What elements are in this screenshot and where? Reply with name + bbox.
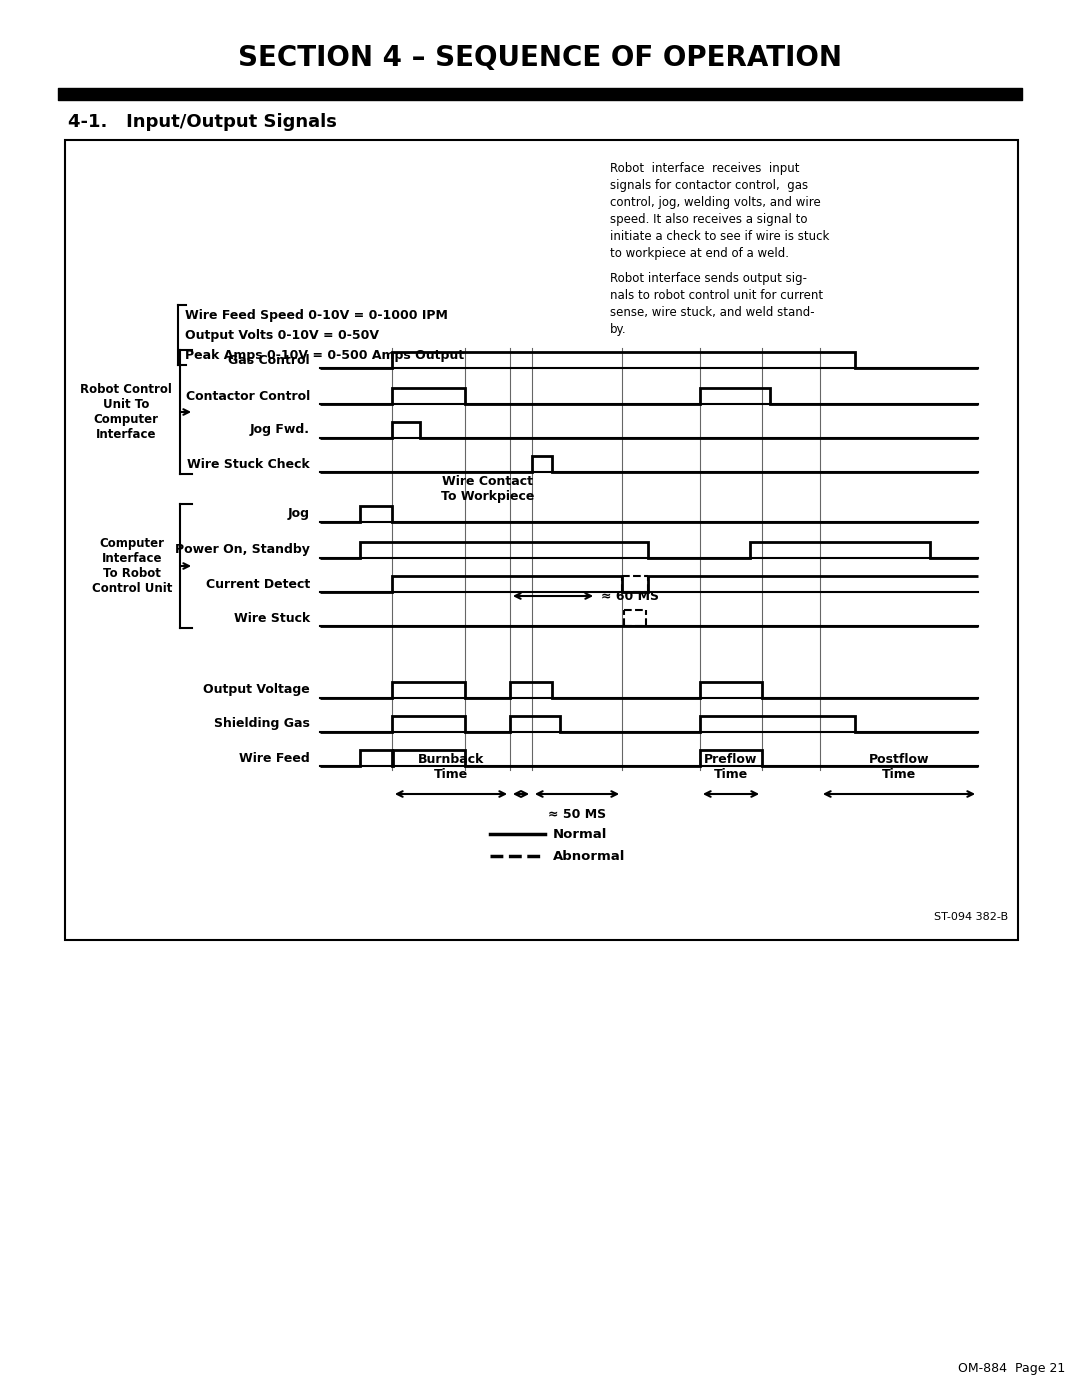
Text: Current Detect: Current Detect bbox=[206, 577, 310, 591]
Text: 4-1.   Input/Output Signals: 4-1. Input/Output Signals bbox=[68, 113, 337, 131]
Text: Output Volts 0-10V = 0-50V: Output Volts 0-10V = 0-50V bbox=[185, 328, 379, 341]
Text: OM-884  Page 21: OM-884 Page 21 bbox=[958, 1362, 1065, 1375]
Text: Burnback
Time: Burnback Time bbox=[418, 753, 484, 781]
Text: Jog: Jog bbox=[288, 507, 310, 521]
Text: Wire Stuck: Wire Stuck bbox=[233, 612, 310, 624]
Text: Peak Amps 0-10V = 0-500 Amps Output: Peak Amps 0-10V = 0-500 Amps Output bbox=[185, 348, 464, 362]
Text: speed. It also receives a signal to: speed. It also receives a signal to bbox=[610, 212, 808, 226]
Text: sense, wire stuck, and weld stand-: sense, wire stuck, and weld stand- bbox=[610, 306, 814, 319]
Text: Wire Stuck Check: Wire Stuck Check bbox=[187, 457, 310, 471]
Text: Contactor Control: Contactor Control bbox=[186, 390, 310, 402]
Text: ≈ 60 MS: ≈ 60 MS bbox=[600, 590, 659, 602]
Text: Wire Feed Speed 0-10V = 0-1000 IPM: Wire Feed Speed 0-10V = 0-1000 IPM bbox=[185, 309, 448, 321]
Text: Power On, Standby: Power On, Standby bbox=[175, 543, 310, 556]
Text: Normal: Normal bbox=[553, 827, 607, 841]
Text: Wire Contact
To Workpiece: Wire Contact To Workpiece bbox=[441, 475, 535, 503]
Text: Preflow
Time: Preflow Time bbox=[704, 753, 758, 781]
Text: control, jog, welding volts, and wire: control, jog, welding volts, and wire bbox=[610, 196, 821, 210]
Text: Jog Fwd.: Jog Fwd. bbox=[249, 423, 310, 436]
Text: Gas Control: Gas Control bbox=[228, 353, 310, 366]
Text: Robot interface sends output sig-: Robot interface sends output sig- bbox=[610, 272, 807, 285]
Text: initiate a check to see if wire is stuck: initiate a check to see if wire is stuck bbox=[610, 231, 829, 243]
Text: Postflow
Time: Postflow Time bbox=[868, 753, 929, 781]
Text: Shielding Gas: Shielding Gas bbox=[214, 718, 310, 731]
Text: SECTION 4 – SEQUENCE OF OPERATION: SECTION 4 – SEQUENCE OF OPERATION bbox=[238, 43, 842, 73]
Text: to workpiece at end of a weld.: to workpiece at end of a weld. bbox=[610, 247, 789, 260]
Text: Wire Feed: Wire Feed bbox=[240, 752, 310, 764]
Text: ST-094 382-B: ST-094 382-B bbox=[934, 912, 1008, 922]
Text: by.: by. bbox=[610, 323, 626, 337]
Bar bbox=[65, 140, 1018, 940]
Text: Computer
Interface
To Robot
Control Unit: Computer Interface To Robot Control Unit bbox=[92, 536, 172, 595]
Text: nals to robot control unit for current: nals to robot control unit for current bbox=[610, 289, 823, 302]
Text: signals for contactor control,  gas: signals for contactor control, gas bbox=[610, 179, 808, 191]
Text: Robot Control
Unit To
Computer
Interface: Robot Control Unit To Computer Interface bbox=[80, 383, 172, 441]
Text: ≈ 50 MS: ≈ 50 MS bbox=[548, 807, 606, 821]
Text: Abnormal: Abnormal bbox=[553, 849, 625, 862]
Text: Robot  interface  receives  input: Robot interface receives input bbox=[610, 162, 799, 175]
Text: Output Voltage: Output Voltage bbox=[203, 683, 310, 697]
